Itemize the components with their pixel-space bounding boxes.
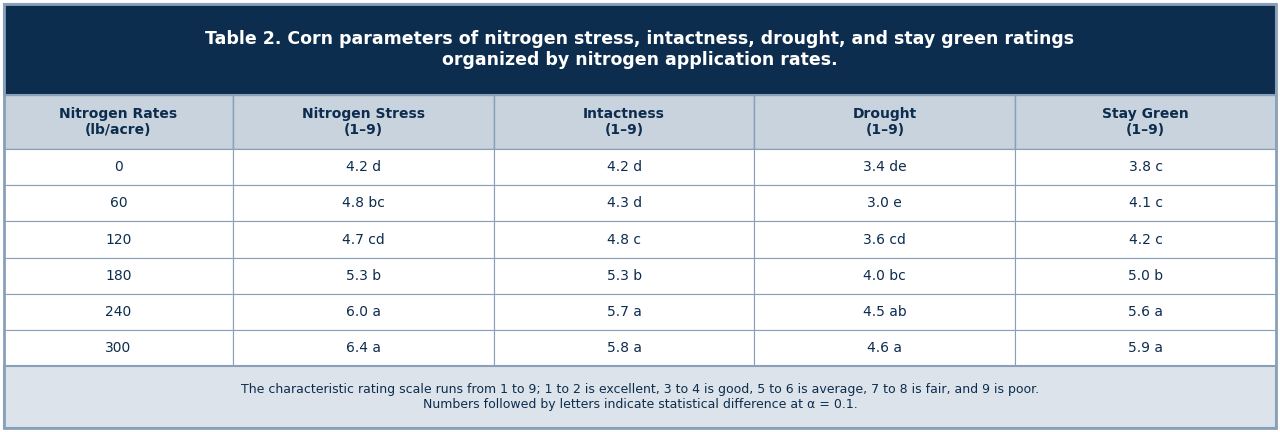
Text: 5.9 a: 5.9 a (1128, 341, 1164, 355)
Text: Drought
(1–9): Drought (1–9) (852, 107, 916, 137)
Text: 3.8 c: 3.8 c (1129, 160, 1162, 174)
Text: 6.4 a: 6.4 a (346, 341, 381, 355)
Text: Nitrogen Stress
(1–9): Nitrogen Stress (1–9) (302, 107, 425, 137)
Text: 4.1 c: 4.1 c (1129, 196, 1162, 210)
Text: 4.7 cd: 4.7 cd (342, 232, 385, 247)
Text: 4.8 bc: 4.8 bc (342, 196, 385, 210)
Text: Intactness
(1–9): Intactness (1–9) (584, 107, 666, 137)
Text: 3.6 cd: 3.6 cd (864, 232, 906, 247)
Text: Nitrogen Rates
(lb/acre): Nitrogen Rates (lb/acre) (59, 107, 178, 137)
Text: 3.0 e: 3.0 e (868, 196, 902, 210)
Text: Table 2. Corn parameters of nitrogen stress, intactness, drought, and stay green: Table 2. Corn parameters of nitrogen str… (205, 30, 1075, 69)
Text: 4.2 d: 4.2 d (607, 160, 641, 174)
Text: 5.3 b: 5.3 b (346, 269, 381, 283)
Text: 5.0 b: 5.0 b (1128, 269, 1164, 283)
Text: 5.7 a: 5.7 a (607, 305, 641, 319)
Text: 0: 0 (114, 160, 123, 174)
Text: 6.0 a: 6.0 a (346, 305, 381, 319)
Text: 60: 60 (110, 196, 127, 210)
Text: 4.3 d: 4.3 d (607, 196, 641, 210)
Text: 5.3 b: 5.3 b (607, 269, 641, 283)
Text: 300: 300 (105, 341, 132, 355)
Text: 180: 180 (105, 269, 132, 283)
Text: 4.8 c: 4.8 c (607, 232, 641, 247)
Text: Stay Green
(1–9): Stay Green (1–9) (1102, 107, 1189, 137)
Text: 120: 120 (105, 232, 132, 247)
Text: 4.2 d: 4.2 d (346, 160, 381, 174)
Text: 4.0 bc: 4.0 bc (864, 269, 906, 283)
Text: 4.6 a: 4.6 a (868, 341, 902, 355)
Text: 4.2 c: 4.2 c (1129, 232, 1162, 247)
Text: 3.4 de: 3.4 de (863, 160, 906, 174)
Text: The characteristic rating scale runs from 1 to 9; 1 to 2 is excellent, 3 to 4 is: The characteristic rating scale runs fro… (241, 383, 1039, 411)
Text: 240: 240 (105, 305, 132, 319)
Text: 5.8 a: 5.8 a (607, 341, 641, 355)
Text: 4.5 ab: 4.5 ab (863, 305, 906, 319)
Text: 5.6 a: 5.6 a (1128, 305, 1164, 319)
